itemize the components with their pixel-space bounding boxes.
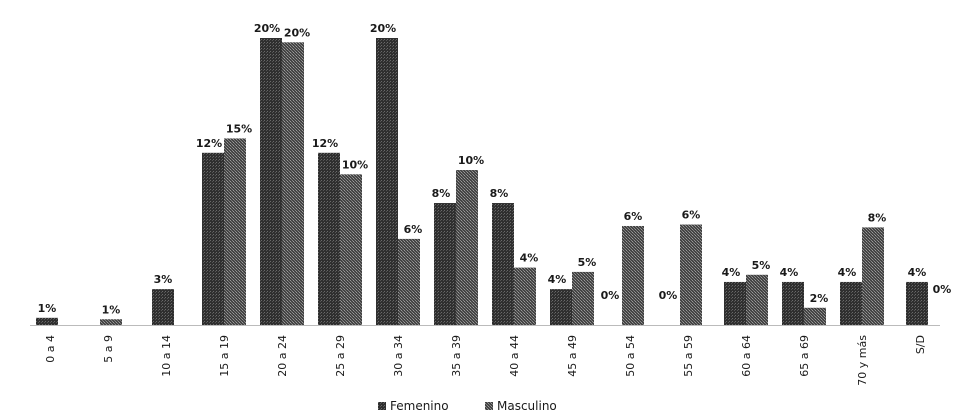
bar-femenino-70-y-mas [840, 281, 862, 325]
data-label-masculino-65-a-69: 2% [810, 292, 829, 305]
data-label-femenino-15-a-19: 12% [196, 137, 222, 150]
tick-label-45-a-49: 45 a 49 [566, 335, 579, 377]
data-label-masculino-20-a-24: 20% [284, 26, 310, 39]
data-label-femenino-10-a-14: 3% [154, 273, 173, 286]
bar-femenino-65-a-69 [782, 281, 804, 325]
bar-femenino-60-a-64 [724, 281, 746, 325]
tick-label-65-a-69: 65 a 69 [798, 335, 811, 377]
bar-femenino-0-a-4 [36, 317, 58, 325]
tick-label-60-a-64: 60 a 64 [740, 335, 753, 377]
bar-femenino-35-a-39 [434, 203, 456, 325]
bar-femenino-s-d [906, 281, 928, 325]
data-label-masculino-45-a-49: 5% [578, 256, 597, 269]
data-label-femenino-70-y-mas: 4% [838, 266, 857, 279]
data-label-femenino-40-a-44: 8% [490, 187, 509, 200]
tick-label-5-a-9: 5 a 9 [102, 335, 115, 363]
bar-femenino-25-a-29 [318, 152, 340, 325]
data-label-femenino-55-a-59: 0% [659, 289, 678, 302]
bar-femenino-40-a-44 [492, 203, 514, 325]
legend-label-masculino: Masculino [497, 399, 557, 413]
data-label-femenino-60-a-64: 4% [722, 266, 741, 279]
bar-masculino-35-a-39 [456, 170, 478, 325]
data-label-femenino-30-a-34: 20% [370, 22, 396, 35]
tick-label-15-a-19: 15 a 19 [218, 335, 231, 377]
data-label-femenino-20-a-24: 20% [254, 22, 280, 35]
tick-label-0-a-4: 0 a 4 [44, 335, 57, 363]
data-labels-layer: 1% 1% 3% 12% 15% 20% 20% 12% 10% 20% 6% 8% 10% 8% 4% 4%… [38, 22, 952, 316]
bar-femenino-45-a-49 [550, 289, 572, 325]
data-label-femenino-25-a-29: 12% [312, 137, 338, 150]
data-label-masculino-35-a-39: 10% [458, 154, 484, 167]
tick-label-55-a-59: 55 a 59 [682, 335, 695, 377]
legend-swatch-femenino [378, 402, 386, 410]
bar-femenino-10-a-14 [152, 289, 174, 325]
data-label-femenino-s-d: 4% [908, 266, 927, 279]
bar-femenino-15-a-19 [202, 152, 224, 325]
tick-label-70-y-mas: 70 y más [856, 335, 869, 386]
legend-swatch-masculino [485, 402, 493, 410]
tick-label-10-a-14: 10 a 14 [160, 335, 173, 377]
tick-label-30-a-34: 30 a 34 [392, 335, 405, 377]
bar-masculino-60-a-64 [746, 274, 768, 325]
bar-masculino-55-a-59 [680, 224, 702, 325]
data-label-masculino-40-a-44: 4% [520, 252, 539, 265]
tick-label-40-a-44: 40 a 44 [508, 335, 521, 377]
tick-label-20-a-24: 20 a 24 [276, 335, 289, 377]
bar-masculino-5-a-9 [100, 319, 122, 325]
tick-label-25-a-29: 25 a 29 [334, 335, 347, 377]
tick-label-s-d: S/D [914, 335, 927, 354]
data-label-masculino-70-y-mas: 8% [868, 211, 887, 224]
bar-masculino-20-a-24 [282, 42, 304, 326]
data-label-masculino-55-a-59: 6% [682, 209, 701, 222]
legend: Femenino Masculino [378, 399, 557, 413]
legend-label-femenino: Femenino [390, 399, 449, 413]
bar-masculino-40-a-44 [514, 267, 536, 325]
bar-masculino-65-a-69 [804, 307, 826, 325]
tick-label-50-a-54: 50 a 54 [624, 335, 637, 377]
data-label-masculino-50-a-54: 6% [624, 210, 643, 223]
data-label-masculino-25-a-29: 10% [342, 158, 368, 171]
bars-layer [36, 38, 928, 326]
data-label-masculino-s-d: 0% [933, 283, 952, 296]
data-label-femenino-50-a-54: 0% [601, 289, 620, 302]
bar-masculino-30-a-34 [398, 238, 420, 325]
tick-labels-layer: 0 a 4 5 a 9 10 a 14 15 a 19 20 a 24 25 a 29 30… [44, 335, 927, 386]
data-label-masculino-15-a-19: 15% [226, 122, 252, 135]
data-label-masculino-60-a-64: 5% [752, 259, 771, 272]
data-label-femenino-65-a-69: 4% [780, 266, 799, 279]
bar-masculino-45-a-49 [572, 271, 594, 325]
bar-masculino-50-a-54 [622, 225, 644, 325]
data-label-masculino-5-a-9: 1% [102, 303, 121, 316]
bar-masculino-15-a-19 [224, 138, 246, 325]
data-label-femenino-45-a-49: 4% [548, 273, 567, 286]
bar-femenino-30-a-34 [376, 38, 398, 325]
bar-femenino-20-a-24 [260, 38, 282, 325]
bar-masculino-70-y-mas [862, 227, 884, 325]
data-label-femenino-35-a-39: 8% [432, 187, 451, 200]
data-label-masculino-30-a-34: 6% [404, 223, 423, 236]
bar-masculino-25-a-29 [340, 174, 362, 325]
data-label-femenino-0-a-4: 1% [38, 302, 57, 315]
tick-label-35-a-39: 35 a 39 [450, 335, 463, 377]
